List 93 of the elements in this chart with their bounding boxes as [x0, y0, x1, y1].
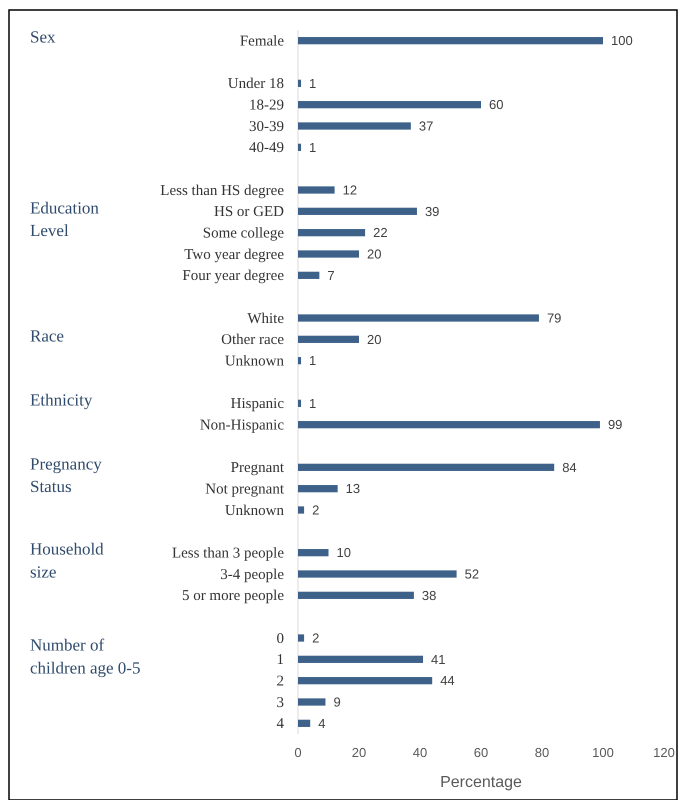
y-tick-label: Hispanic: [230, 396, 284, 412]
data-label: 100: [611, 33, 633, 48]
text: Race: [30, 326, 64, 346]
y-tick-label: White: [247, 310, 284, 327]
bar: [298, 400, 302, 407]
x-axis-title: Percentage: [440, 774, 522, 791]
text: Sex: [30, 28, 56, 47]
data-label: 12: [342, 182, 358, 198]
bar: [298, 485, 338, 492]
text: Household size: [30, 540, 104, 582]
data-label: 1: [309, 396, 316, 411]
y-tick-label: 5 or more people: [182, 588, 284, 604]
x-tick-label: 40: [412, 745, 428, 760]
y-tick-label: 18-29: [249, 97, 284, 114]
bar: [298, 549, 328, 556]
bar: [298, 336, 359, 343]
y-tick-label: Two year degree: [184, 246, 284, 263]
y-tick-label: Under 18: [228, 76, 284, 92]
y-tick-label: Unknown: [224, 353, 284, 370]
x-tick-label: 100: [592, 745, 614, 760]
bar: [298, 208, 417, 215]
text: Education Level: [30, 198, 100, 240]
data-label: 38: [422, 588, 436, 603]
y-tick-label: 0: [276, 630, 284, 647]
bar: [298, 698, 326, 706]
y-tick-label: Some college: [202, 225, 284, 242]
y-tick-label: 3-4 people: [220, 566, 284, 583]
data-label: 20: [367, 332, 382, 347]
y-tick-label: Pregnant: [230, 460, 285, 476]
data-label: 2: [312, 502, 320, 518]
bar: [298, 272, 320, 279]
data-label: 7: [327, 268, 335, 283]
y-tick-label: Unknown: [224, 502, 284, 519]
bar: [298, 186, 335, 194]
y-tick-label: Less than 3 people: [172, 545, 284, 562]
y-tick-label: Non-Hispanic: [200, 417, 284, 434]
data-label: 99: [608, 417, 622, 432]
bar: [298, 229, 366, 236]
data-label: 22: [373, 225, 388, 240]
x-tick-label: 80: [534, 745, 550, 760]
text: Pregnancy Status: [30, 454, 102, 496]
y-tick-label: 4: [276, 716, 284, 732]
data-label: 1: [309, 76, 316, 91]
y-tick-label: 30-39: [249, 118, 284, 135]
data-label: 20: [367, 246, 382, 262]
bar: [298, 592, 414, 599]
bar: [298, 101, 481, 108]
data-label: 9: [333, 694, 341, 710]
text: Number of children age 0-5: [30, 636, 140, 678]
bar: [298, 464, 554, 471]
y-tick-label: Female: [240, 33, 284, 50]
y-tick-label: Four year degree: [182, 268, 284, 284]
data-label: 37: [418, 118, 434, 134]
bar: [298, 634, 304, 642]
bar: [298, 37, 603, 44]
bar: [298, 144, 302, 151]
bar: [298, 506, 304, 514]
y-tick-label: 40-49: [249, 140, 284, 156]
y-tick-label: 1: [276, 652, 284, 668]
bar: [298, 720, 310, 727]
data-label: 39: [424, 204, 440, 219]
bar: [298, 357, 302, 364]
data-label: 4: [318, 716, 326, 731]
x-tick-label: 0: [294, 745, 302, 760]
bar: [298, 250, 359, 258]
x-tick-label: 120: [653, 745, 675, 760]
data-label: 1: [309, 353, 316, 368]
y-tick-label: Other race: [221, 332, 284, 348]
bar: [298, 421, 600, 428]
data-label: 79: [546, 310, 562, 326]
bar: [298, 677, 432, 684]
data-label: 10: [336, 545, 351, 560]
y-tick-label: 3: [276, 694, 284, 711]
x-tick-label: 20: [352, 745, 366, 760]
data-label: 2: [312, 630, 320, 646]
data-label: 60: [489, 97, 504, 112]
bar: [298, 122, 411, 130]
y-tick-label: 2: [276, 673, 284, 690]
data-label: 84: [562, 460, 577, 475]
y-tick-label: Not pregnant: [205, 481, 285, 498]
bar: [298, 80, 302, 87]
y-tick-label: Less than HS degree: [160, 182, 284, 199]
data-label: 1: [309, 140, 316, 155]
data-label: 41: [431, 652, 446, 667]
data-label: 52: [464, 566, 480, 582]
x-tick-label: 60: [474, 745, 488, 760]
data-label: 44: [440, 673, 455, 688]
y-tick-label: HS or GED: [214, 204, 284, 220]
text: Ethnicity: [30, 390, 93, 410]
bar: [298, 570, 457, 578]
bar: [298, 314, 539, 322]
data-label: 13: [346, 481, 360, 496]
bar: [298, 656, 424, 663]
